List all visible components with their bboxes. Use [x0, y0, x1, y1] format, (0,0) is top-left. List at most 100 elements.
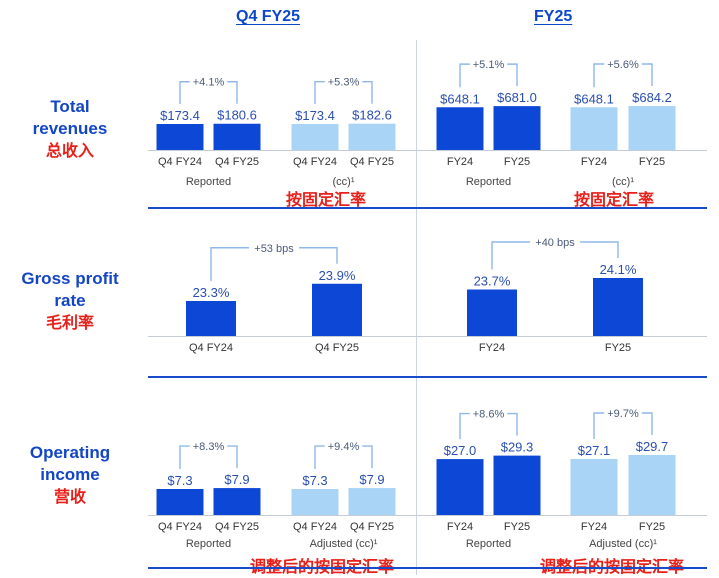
tick-label-gp-q4-1: Q4 FY25	[315, 342, 359, 354]
data-label-rev-fy-rep-1: $681.0	[497, 90, 537, 105]
data-label-rev-q4-cc-0: $173.4	[295, 108, 335, 123]
group-label-op-fy-rep: Reported	[466, 538, 511, 550]
data-label-gp-q4-1: 23.9%	[319, 268, 356, 283]
row-label-en-1: Gross profit	[21, 269, 119, 288]
bar-op-q4-adj-1	[348, 488, 396, 515]
change-label-bg-rev-fy-cc	[604, 57, 642, 71]
data-label-rev-q4-cc-1: $182.6	[352, 108, 392, 123]
data-label-op-q4-adj-1: $7.9	[359, 472, 384, 487]
note-opincome-fy: 调整后的按固定汇率	[540, 557, 685, 576]
group-label-rev-q4-cc: (cc)¹	[333, 176, 355, 188]
data-label-op-fy-adj-0: $27.1	[578, 443, 611, 458]
change-label-bg-op-fy-adj	[604, 406, 642, 420]
tick-label-op-fy-adj-1: FY25	[639, 521, 665, 533]
row-label-en-2: revenues	[32, 119, 108, 138]
data-label-op-q4-rep-0: $7.3	[167, 473, 192, 488]
change-label-rev-q4-cc: +5.3%	[328, 77, 360, 89]
tick-label-rev-fy-cc-1: FY25	[639, 156, 665, 168]
tick-label-rev-q4-rep-1: Q4 FY25	[215, 156, 259, 168]
bar-op-fy-rep-0	[436, 459, 484, 515]
bar-rev-q4-rep-1	[213, 123, 261, 150]
tick-label-gp-fy-0: FY24	[479, 342, 505, 354]
bar-op-q4-rep-1	[213, 488, 261, 515]
group-label-rev-fy-rep: Reported	[466, 176, 511, 188]
bar-rev-q4-rep-0	[156, 124, 204, 150]
data-label-op-q4-rep-1: $7.9	[224, 472, 249, 487]
data-label-rev-fy-rep-0: $648.1	[440, 91, 480, 106]
tick-label-op-fy-adj-0: FY24	[581, 521, 607, 533]
change-label-op-fy-adj: +9.7%	[607, 408, 639, 420]
bar-op-q4-adj-0	[291, 489, 339, 515]
bar-op-q4-rep-0	[156, 489, 204, 515]
change-label-op-q4-rep: +8.3%	[193, 441, 225, 453]
bar-rev-q4-cc-1	[348, 123, 396, 150]
bar-gp-q4-1	[312, 283, 362, 336]
change-label-bg-op-q4-rep	[189, 439, 228, 454]
row-label-en-2: income	[40, 465, 100, 484]
tick-label-gp-fy-1: FY25	[605, 342, 631, 354]
change-label-rev-q4-rep: +4.1%	[193, 77, 225, 89]
bar-op-fy-rep-1	[493, 455, 541, 515]
data-label-gp-fy-0: 23.7%	[474, 274, 511, 289]
change-label-bg-rev-q4-cc	[324, 74, 363, 89]
header-q4: Q4 FY25	[236, 8, 301, 25]
group-label-rev-q4-rep: Reported	[186, 176, 231, 188]
change-label-op-q4-adj: +9.4%	[328, 441, 360, 453]
row-label-en-1: Operating	[29, 443, 111, 462]
data-label-op-q4-adj-0: $7.3	[302, 473, 327, 488]
bar-rev-fy-cc-0	[570, 107, 618, 150]
note-revenue-fy: 按固定汇率	[574, 190, 655, 209]
data-label-rev-fy-cc-1: $684.2	[632, 90, 672, 105]
tick-label-rev-fy-rep-1: FY25	[504, 156, 530, 168]
bar-op-fy-adj-0	[570, 458, 618, 515]
change-label-bg-rev-q4-rep	[189, 74, 228, 89]
group-label-op-q4-rep: Reported	[186, 538, 231, 550]
tick-label-op-q4-rep-1: Q4 FY25	[215, 521, 259, 533]
tick-label-op-q4-rep-0: Q4 FY24	[158, 521, 202, 533]
change-label-bg-gp-q4	[248, 240, 300, 255]
data-label-gp-q4-0: 23.3%	[193, 285, 230, 300]
row-label-en-2: rate	[54, 291, 86, 310]
tick-label-rev-fy-rep-0: FY24	[447, 156, 473, 168]
row-label-en-1: Total	[50, 97, 90, 116]
change-label-op-fy-rep: +8.6%	[473, 409, 505, 421]
column-divider	[416, 40, 417, 575]
note-revenue-q4: 按固定汇率	[286, 190, 367, 209]
row-label-zh: 营收	[53, 487, 86, 506]
tick-label-op-q4-adj-0: Q4 FY24	[293, 521, 337, 533]
tick-label-rev-q4-rep-0: Q4 FY24	[158, 156, 202, 168]
tick-label-op-fy-rep-1: FY25	[504, 521, 530, 533]
row-label-total-revenues: Total revenues 总收入	[0, 96, 140, 162]
group-label-rev-fy-cc: (cc)¹	[612, 176, 634, 188]
data-label-op-fy-adj-1: $29.7	[636, 439, 669, 454]
data-label-gp-fy-1: 24.1%	[600, 262, 637, 277]
row-label-zh: 毛利率	[45, 313, 94, 332]
bar-rev-q4-cc-0	[291, 124, 339, 150]
tick-label-op-fy-rep-0: FY24	[447, 521, 473, 533]
bar-gp-fy-1	[593, 278, 643, 336]
change-label-gp-fy: +40 bps	[535, 237, 575, 249]
note-opincome-q4: 调整后的按固定汇率	[250, 557, 395, 576]
change-label-rev-fy-rep: +5.1%	[473, 59, 505, 71]
change-label-bg-rev-fy-rep	[469, 57, 508, 72]
tick-label-op-q4-adj-1: Q4 FY25	[350, 521, 394, 533]
row-label-zh: 总收入	[45, 141, 94, 160]
tick-label-rev-fy-cc-0: FY24	[581, 156, 607, 168]
row-label-gross-profit: Gross profit rate 毛利率	[0, 268, 140, 334]
change-label-rev-fy-cc: +5.6%	[607, 59, 639, 71]
group-label-op-fy-adj: Adjusted (cc)¹	[589, 538, 657, 550]
data-label-rev-q4-rep-0: $173.4	[160, 108, 200, 123]
bar-rev-fy-rep-0	[436, 107, 484, 150]
change-label-bg-op-fy-rep	[469, 406, 508, 421]
data-label-op-fy-rep-1: $29.3	[501, 440, 534, 455]
tick-label-rev-q4-cc-0: Q4 FY24	[293, 156, 337, 168]
tick-label-rev-q4-cc-1: Q4 FY25	[350, 156, 394, 168]
data-label-rev-fy-cc-0: $648.1	[574, 91, 614, 106]
change-label-gp-q4: +53 bps	[254, 243, 294, 255]
bar-rev-fy-cc-1	[628, 106, 676, 150]
bar-gp-fy-0	[467, 289, 517, 336]
bar-gp-q4-0	[186, 301, 236, 336]
bar-op-fy-adj-1	[628, 455, 676, 515]
change-label-bg-op-q4-adj	[324, 439, 363, 454]
